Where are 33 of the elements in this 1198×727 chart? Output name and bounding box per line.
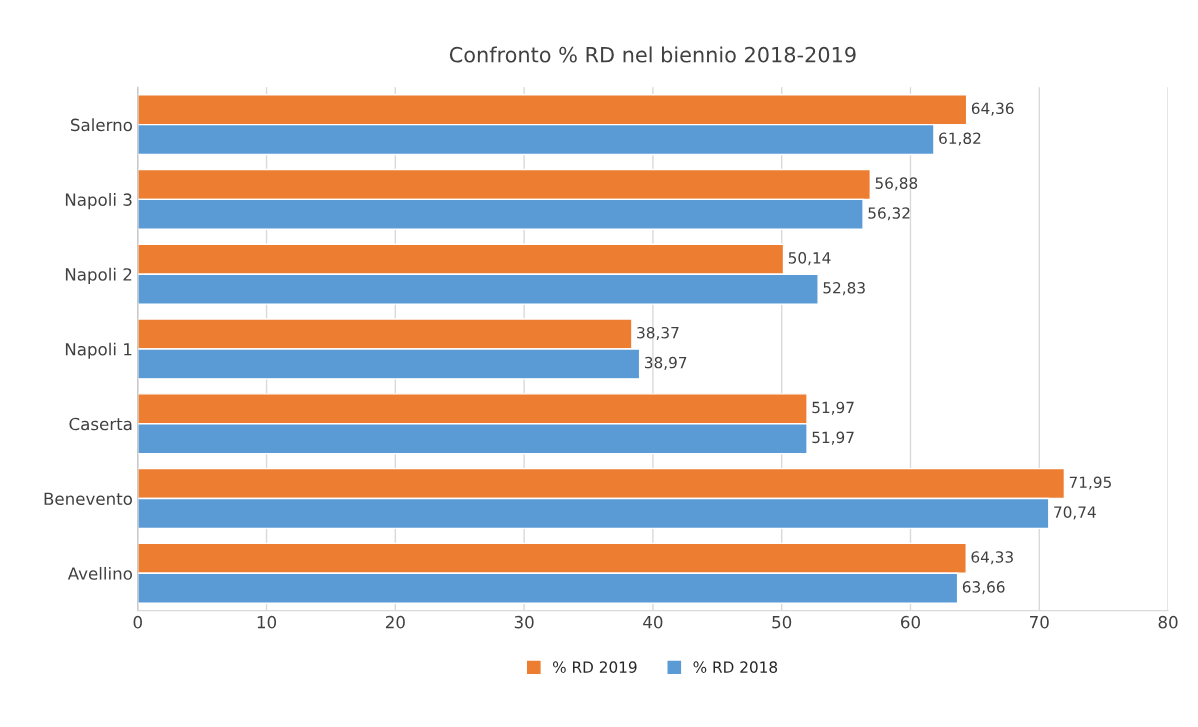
legend-label: % RD 2019 xyxy=(552,661,637,673)
data-label: 70,74 xyxy=(1054,506,1096,520)
y-tick-label: Napoli 2 xyxy=(65,267,132,284)
x-tick-label: 80 xyxy=(1158,615,1178,629)
x-tick-label: 50 xyxy=(772,615,792,629)
x-tick-label: 10 xyxy=(257,615,277,629)
data-label: 56,88 xyxy=(875,177,918,191)
data-label: 38,97 xyxy=(644,356,687,370)
y-tick-label: Napoli 1 xyxy=(65,342,132,359)
data-label: 63,66 xyxy=(962,581,1005,595)
data-label: 71,95 xyxy=(1069,476,1111,490)
x-tick-label: 30 xyxy=(514,615,534,629)
data-label: 64,36 xyxy=(971,102,1014,116)
data-label: 38,37 xyxy=(637,326,679,340)
y-tick-label: Napoli 3 xyxy=(65,193,132,210)
data-label: 50,14 xyxy=(788,252,831,266)
data-label: 61,82 xyxy=(939,132,981,146)
legend-label: % RD 2018 xyxy=(693,661,778,673)
y-tick-label: Caserta xyxy=(69,417,132,431)
data-label: 64,33 xyxy=(971,551,1013,565)
data-label: 51,97 xyxy=(812,431,854,445)
x-tick-label: 20 xyxy=(385,615,405,629)
x-tick-label: 60 xyxy=(901,615,920,629)
data-label: 51,97 xyxy=(812,401,854,415)
data-label: 56,32 xyxy=(868,207,910,221)
x-tick-label: 40 xyxy=(643,615,663,629)
y-tick-label: Salerno xyxy=(71,118,132,132)
chart-title: Confronto % RD nel biennio 2018-2019 xyxy=(449,46,856,63)
x-tick-label: 0 xyxy=(133,615,142,629)
x-tick-label: 70 xyxy=(1030,615,1049,629)
y-tick-label: Benevento xyxy=(44,492,132,506)
data-label: 52,83 xyxy=(823,282,865,296)
y-tick-label: Avellino xyxy=(67,566,132,580)
